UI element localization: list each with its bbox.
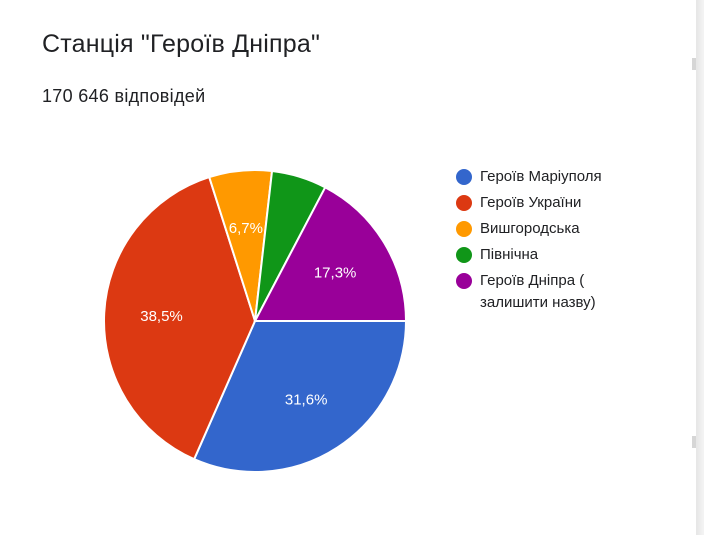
chart-title: Станція "Героїв Дніпра" bbox=[42, 30, 321, 58]
legend-label: Вишгородська bbox=[480, 220, 580, 237]
legend-item-2[interactable]: Героїв України bbox=[456, 192, 656, 214]
legend-swatch bbox=[456, 247, 472, 263]
legend-label: Північна bbox=[480, 246, 539, 263]
legend-label: Героїв Дніпра ( залишити назву) bbox=[480, 272, 596, 311]
response-count: 170 646 відповідей bbox=[42, 86, 206, 106]
legend-item-5[interactable]: Героїв Дніпра ( залишити назву) bbox=[456, 270, 656, 314]
legend-label: Героїв Маріуполя bbox=[480, 168, 602, 185]
legend-swatch bbox=[456, 169, 472, 185]
legend-swatch bbox=[456, 221, 472, 237]
chart-legend: Героїв Маріуполя Героїв України Вишгородсь… bbox=[456, 166, 656, 318]
pie-slice-2 bbox=[103, 175, 257, 461]
pie-slice-5 bbox=[253, 185, 408, 322]
legend-swatch bbox=[456, 195, 472, 211]
pie-slices bbox=[103, 169, 408, 473]
legend-swatch bbox=[456, 273, 472, 289]
pie-slice-label-1: 31,6% bbox=[285, 391, 328, 408]
page-edge bbox=[696, 0, 704, 535]
legend-item-4[interactable]: Північна bbox=[456, 244, 656, 266]
legend-item-1[interactable]: Героїв Маріуполя bbox=[456, 166, 656, 188]
legend-label: Героїв України bbox=[480, 194, 582, 211]
pie-slice-1 bbox=[192, 320, 408, 473]
page-edge-mark bbox=[692, 436, 696, 448]
pie-labels: 31,6% 38,5% 6,7% 17,3% bbox=[140, 220, 356, 409]
page-edge-mark bbox=[692, 58, 696, 70]
pie-slice-label-2: 38,5% bbox=[140, 308, 183, 325]
pie-slice-label-5: 17,3% bbox=[314, 265, 357, 282]
legend-item-3[interactable]: Вишгородська bbox=[456, 218, 656, 240]
pie-slice-label-3: 6,7% bbox=[229, 220, 263, 237]
